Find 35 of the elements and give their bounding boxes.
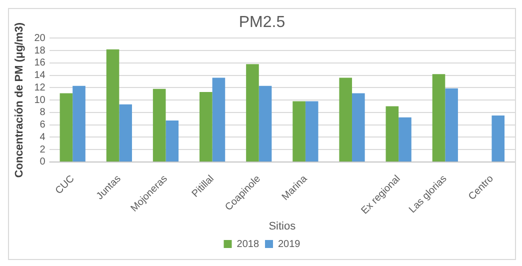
y-tick-label: 4 xyxy=(40,132,46,143)
bar xyxy=(258,86,272,162)
bar xyxy=(72,86,86,162)
bar xyxy=(246,64,259,162)
y-axis-title: Concentración de PM (μg/m3) xyxy=(14,22,26,178)
y-tick-label: 12 xyxy=(34,82,46,94)
bar xyxy=(445,88,458,162)
bar xyxy=(398,117,412,162)
y-tick-label: 16 xyxy=(34,58,46,69)
bar xyxy=(152,88,166,162)
bar xyxy=(106,49,120,162)
y-tick-label: 8 xyxy=(40,107,46,118)
chart-title: PM2.5 xyxy=(238,14,286,32)
bar xyxy=(119,104,132,162)
bar xyxy=(432,74,446,162)
y-tick-label: 10 xyxy=(34,94,46,106)
bar xyxy=(352,93,365,162)
bar xyxy=(305,101,318,162)
bar xyxy=(166,120,179,162)
bar xyxy=(339,78,352,162)
legend-label: 2018 xyxy=(236,238,260,250)
bar xyxy=(212,78,226,162)
bar xyxy=(492,116,505,162)
bar xyxy=(292,101,306,162)
x-axis-title: Sitios xyxy=(268,220,296,232)
bar xyxy=(60,93,73,162)
y-tick-label: 18 xyxy=(34,45,46,56)
y-tick-label: 6 xyxy=(40,120,46,131)
y-tick-label: 20 xyxy=(34,32,46,44)
y-tick-label: 14 xyxy=(34,70,46,82)
bar xyxy=(200,92,212,162)
y-tick-label: 0 xyxy=(40,156,46,168)
y-tick-label: 2 xyxy=(40,144,46,156)
legend-label: 2019 xyxy=(278,238,301,250)
bar xyxy=(386,106,399,162)
